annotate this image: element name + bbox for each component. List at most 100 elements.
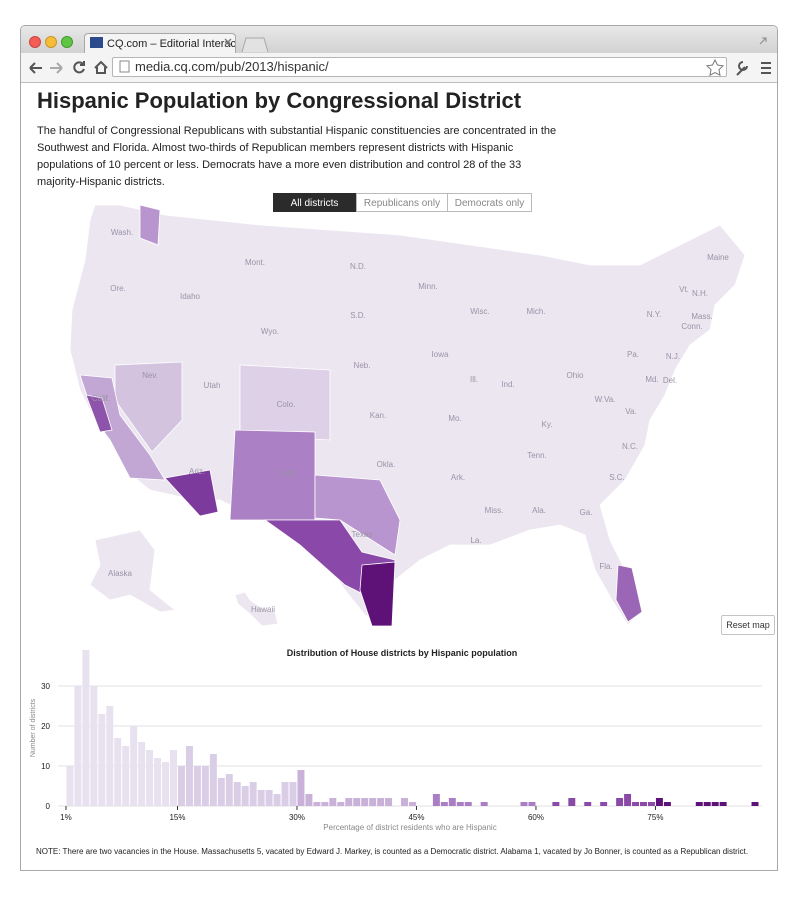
bar xyxy=(233,782,241,806)
state-label: Wisc. xyxy=(470,307,490,316)
browser-tab[interactable]: CQ.com – Editorial Interact xyxy=(84,33,236,53)
bar xyxy=(281,782,289,806)
district-region[interactable] xyxy=(229,429,316,521)
bar xyxy=(257,790,265,806)
district-region[interactable] xyxy=(164,469,219,517)
bar xyxy=(361,798,369,806)
bar xyxy=(265,790,273,806)
state-label: Minn. xyxy=(418,282,438,291)
bar xyxy=(185,746,193,806)
bar xyxy=(305,794,313,806)
bar xyxy=(201,766,209,806)
bar xyxy=(241,786,249,806)
x-tick-label: 75% xyxy=(647,813,663,822)
y-tick-label: 30 xyxy=(41,682,50,691)
state-label: Wyo. xyxy=(261,327,279,336)
address-bar[interactable]: media.cq.com/pub/2013/hispanic/ xyxy=(112,57,727,77)
bar xyxy=(584,802,592,806)
bar xyxy=(695,802,703,806)
bar xyxy=(409,802,416,806)
bar xyxy=(385,798,393,806)
state-label: W.Va. xyxy=(595,395,616,404)
bar xyxy=(225,774,233,806)
district-region[interactable] xyxy=(85,394,113,433)
bar xyxy=(193,766,201,806)
state-label: Texas xyxy=(352,530,373,539)
home-button[interactable] xyxy=(94,60,108,74)
bar xyxy=(106,706,114,806)
bar xyxy=(345,798,353,806)
state-label: Conn. xyxy=(681,322,702,331)
state-label: Fla. xyxy=(599,562,612,571)
filter-button[interactable]: All districts xyxy=(273,193,356,212)
bar xyxy=(98,714,106,806)
state-label: Vt. xyxy=(679,285,689,294)
new-tab[interactable] xyxy=(241,37,269,53)
alaska[interactable] xyxy=(89,529,176,613)
district-region[interactable] xyxy=(239,364,331,441)
close-button[interactable] xyxy=(29,36,41,48)
chart-title: Distribution of House districts by Hispa… xyxy=(287,648,518,658)
state-label: Va. xyxy=(625,407,636,416)
district-region[interactable] xyxy=(139,204,161,246)
bar xyxy=(82,650,90,806)
district-region[interactable] xyxy=(615,564,643,623)
bar xyxy=(456,802,464,806)
us-map-base[interactable] xyxy=(69,204,746,626)
state-label: Wash. xyxy=(111,228,133,237)
state-label: Kan. xyxy=(370,411,386,420)
x-axis-label: Percentage of district residents who are… xyxy=(323,823,496,832)
x-tick-label: 15% xyxy=(169,813,185,822)
filter-button[interactable]: Democrats only xyxy=(447,193,532,212)
bar xyxy=(74,686,82,806)
state-label: Miss. xyxy=(485,506,504,515)
state-label: Ind. xyxy=(501,380,514,389)
bar xyxy=(146,750,154,806)
state-label: Ariz. xyxy=(189,467,205,476)
state-label: Utah xyxy=(204,381,221,390)
bookmark-star[interactable] xyxy=(705,58,725,77)
state-label: Alaska xyxy=(108,569,133,578)
favicon xyxy=(90,37,103,48)
reset-map-button[interactable]: Reset map xyxy=(721,615,775,635)
bar xyxy=(114,738,122,806)
tools-button[interactable] xyxy=(736,61,748,76)
district-region[interactable] xyxy=(359,561,396,627)
district-region[interactable] xyxy=(314,474,401,556)
bar xyxy=(568,798,576,806)
state-label: Mass. xyxy=(691,312,712,321)
state-label: Neb. xyxy=(354,361,371,370)
bar xyxy=(640,802,647,806)
bar xyxy=(66,766,74,806)
y-tick-label: 10 xyxy=(41,762,50,771)
bar xyxy=(480,802,488,806)
bar xyxy=(464,802,472,806)
forward-button[interactable] xyxy=(50,62,63,74)
state-label: Ky. xyxy=(542,420,553,429)
histogram: Distribution of House districts by Hispa… xyxy=(30,648,762,832)
bar xyxy=(337,802,345,806)
zoom-button[interactable] xyxy=(61,36,73,48)
x-tick-label: 45% xyxy=(408,813,424,822)
y-axis-label: Number of districts xyxy=(30,698,37,757)
fullscreen-button[interactable] xyxy=(760,36,766,44)
bar xyxy=(130,726,138,806)
state-label: Mo. xyxy=(448,414,461,423)
x-tick-label: 60% xyxy=(528,813,544,822)
bar xyxy=(321,802,329,806)
reload-button[interactable] xyxy=(73,61,85,74)
bar xyxy=(632,802,640,806)
hawaii[interactable] xyxy=(234,591,279,627)
minimize-button[interactable] xyxy=(45,36,57,48)
filter-button[interactable]: Republicans only xyxy=(356,193,448,212)
bar xyxy=(297,770,305,806)
bar xyxy=(249,782,257,806)
back-button[interactable] xyxy=(29,62,42,74)
bar xyxy=(703,802,711,806)
menu-button[interactable] xyxy=(761,62,771,74)
tab-close[interactable] xyxy=(224,38,232,46)
state-label: S.C. xyxy=(609,473,625,482)
state-label: Del. xyxy=(663,376,677,385)
state-label: Ore. xyxy=(110,284,126,293)
bar xyxy=(663,802,671,806)
